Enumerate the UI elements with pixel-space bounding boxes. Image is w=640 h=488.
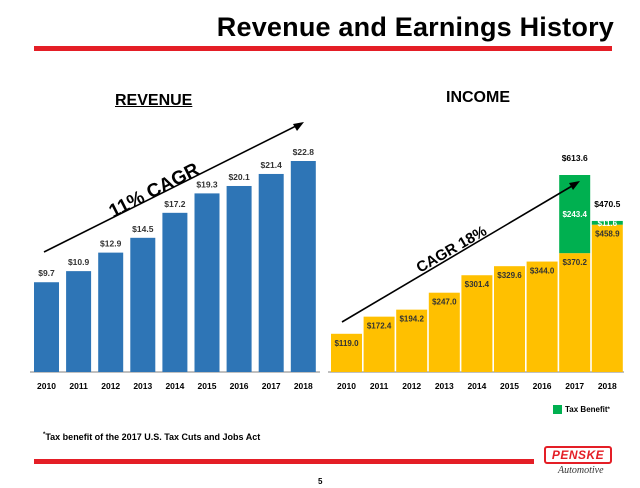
income-bar xyxy=(591,224,623,372)
revenue-data-label: $19.3 xyxy=(196,179,218,189)
revenue-x-tick-label: 2017 xyxy=(262,381,281,391)
revenue-x-tick-label: 2018 xyxy=(294,381,313,391)
income-trend-arrow xyxy=(341,185,573,323)
footer-divider xyxy=(34,459,534,464)
income-bar xyxy=(363,316,395,372)
income-bar xyxy=(559,253,591,372)
revenue-data-label: $10.9 xyxy=(68,257,90,267)
income-data-label: $172.4 xyxy=(367,322,392,331)
income-data-label: $329.6 xyxy=(497,271,522,280)
income-trend-arrowhead xyxy=(569,181,580,190)
revenue-x-tick-label: 2013 xyxy=(133,381,152,391)
income-x-tick-label: 2016 xyxy=(533,381,552,391)
income-x-tick-label: 2013 xyxy=(435,381,454,391)
income-data-label: $247.0 xyxy=(432,298,457,307)
revenue-x-tick-label: 2015 xyxy=(198,381,217,391)
revenue-x-tick-label: 2011 xyxy=(69,381,88,391)
income-x-tick-label: 2014 xyxy=(467,381,486,391)
revenue-bar xyxy=(194,193,220,372)
revenue-bar xyxy=(258,173,284,372)
revenue-bar xyxy=(66,271,92,372)
revenue-trend-arrow xyxy=(43,125,297,253)
income-total-label: $470.5 xyxy=(594,199,620,209)
penske-logo: PENSKE Automotive xyxy=(544,446,618,484)
income-bar xyxy=(396,309,428,372)
revenue-data-label: $21.4 xyxy=(261,160,283,170)
income-cagr-annotation: CAGR 18% xyxy=(414,223,490,277)
income-tax-benefit-bar xyxy=(591,220,623,225)
income-bar xyxy=(494,266,525,372)
income-x-tick-label: 2018 xyxy=(598,381,617,391)
income-x-tick-label: 2015 xyxy=(500,381,519,391)
income-bar xyxy=(526,261,558,372)
revenue-data-label: $12.9 xyxy=(100,239,122,249)
revenue-data-label: $14.5 xyxy=(132,224,154,234)
revenue-bar xyxy=(226,185,252,372)
income-bar xyxy=(331,333,362,372)
logo-subtitle: Automotive xyxy=(558,465,604,476)
income-x-tick-label: 2017 xyxy=(565,381,584,391)
revenue-x-tick-label: 2016 xyxy=(230,381,249,391)
page-number: 5 xyxy=(318,477,323,486)
revenue-data-label: $17.2 xyxy=(164,199,186,209)
income-data-label: $194.2 xyxy=(399,315,424,324)
income-bar xyxy=(461,275,493,372)
footnote-mark: * xyxy=(43,432,46,438)
income-data-label: $301.4 xyxy=(465,280,490,289)
footnote-text: Tax benefit of the 2017 U.S. Tax Cuts an… xyxy=(45,432,261,442)
revenue-data-label: $9.7 xyxy=(38,268,55,278)
income-legend: Tax Benefit * xyxy=(553,405,610,414)
revenue-x-tick-label: 2012 xyxy=(101,381,120,391)
revenue-bar xyxy=(98,252,124,372)
revenue-data-label: $20.1 xyxy=(228,172,250,182)
title-divider xyxy=(34,46,612,51)
income-tax-benefit-label: $11.6 xyxy=(598,219,618,228)
revenue-bar xyxy=(130,237,156,372)
income-tax-benefit-bar xyxy=(559,175,591,254)
revenue-x-tick-label: 2014 xyxy=(165,381,184,391)
legend-swatch-tax-benefit xyxy=(553,405,562,414)
revenue-trend-arrowhead xyxy=(293,122,304,131)
income-data-label: $344.0 xyxy=(530,267,555,276)
revenue-chart-title: REVENUE xyxy=(115,92,193,109)
revenue-bar xyxy=(290,161,316,372)
income-total-label: $613.6 xyxy=(562,153,588,163)
revenue-bar xyxy=(34,282,59,372)
legend-label: Tax Benefit xyxy=(565,405,608,414)
revenue-data-label: $22.8 xyxy=(293,147,315,157)
income-x-tick-label: 2010 xyxy=(337,381,356,391)
income-data-label: $119.0 xyxy=(334,339,359,348)
footnote: *Tax benefit of the 2017 U.S. Tax Cuts a… xyxy=(43,432,260,442)
revenue-bar xyxy=(162,212,188,372)
income-data-label: $370.2 xyxy=(562,258,587,267)
income-bar xyxy=(428,292,460,372)
logo-wordmark: PENSKE xyxy=(544,446,612,464)
legend-mark: * xyxy=(607,406,610,413)
slide-title: Revenue and Earnings History xyxy=(216,12,614,42)
income-x-tick-label: 2011 xyxy=(370,381,389,391)
income-x-tick-label: 2012 xyxy=(402,381,421,391)
revenue-x-tick-label: 2010 xyxy=(37,381,56,391)
income-tax-benefit-label: $243.4 xyxy=(562,210,587,219)
income-chart-title: INCOME xyxy=(446,89,510,106)
income-data-label: $458.9 xyxy=(595,230,620,239)
